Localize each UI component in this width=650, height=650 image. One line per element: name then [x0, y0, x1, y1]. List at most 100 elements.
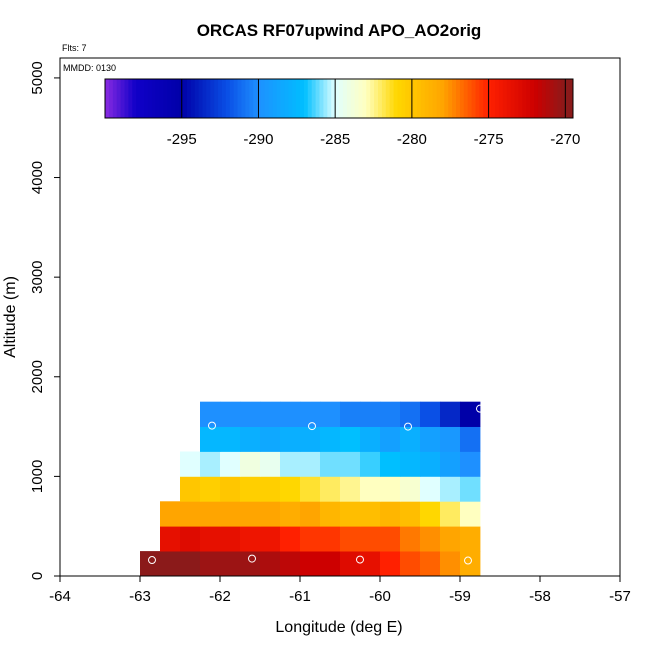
heatmap-cell	[340, 551, 361, 577]
heatmap-cell	[460, 401, 481, 427]
heatmap-cell	[420, 476, 441, 502]
colorbar-segment	[541, 79, 547, 118]
colorbar-segment	[456, 79, 461, 118]
colorbar-segment	[514, 79, 519, 118]
heatmap-cell	[260, 526, 281, 552]
heatmap-cell	[220, 551, 241, 577]
colorbar-segment	[393, 79, 398, 118]
colorbar-segment	[385, 79, 391, 118]
heatmap-cell	[300, 451, 321, 477]
colorbar-segment	[487, 79, 492, 118]
date-label: MMDD: 0130	[63, 63, 116, 73]
colorbar-segment	[237, 79, 242, 118]
colorbar-segment	[518, 79, 523, 118]
heatmap-cell	[280, 426, 301, 452]
heatmap-cell	[300, 401, 321, 427]
heatmap-cell	[220, 476, 241, 502]
colorbar-segment	[233, 79, 239, 118]
heatmap-cell	[200, 501, 221, 527]
colorbar-segment	[292, 79, 297, 118]
x-tick-label: -58	[529, 588, 551, 605]
colorbar-segment	[459, 79, 465, 118]
colorbar-segment	[186, 79, 192, 118]
heatmap-cell	[180, 501, 201, 527]
heatmap-cell	[300, 426, 321, 452]
colorbar-segment	[108, 79, 114, 118]
heatmap-cell	[340, 401, 361, 427]
heatmap-cell	[240, 476, 261, 502]
colorbar-segment	[510, 79, 515, 118]
heatmap-cell	[340, 426, 361, 452]
colorbar-segment	[206, 79, 211, 118]
colorbar-segment	[506, 79, 512, 118]
colorbar-segment	[444, 79, 449, 118]
colorbar-segment	[417, 79, 422, 118]
heatmap-cell	[360, 501, 381, 527]
heatmap-cell	[400, 426, 421, 452]
y-tick-label: 2000	[29, 360, 46, 393]
heatmap-cell	[340, 501, 361, 527]
heatmap-cell	[440, 476, 461, 502]
colorbar-tick-label: -275	[474, 131, 504, 148]
colorbar-segment	[378, 79, 383, 118]
colorbar-segment	[105, 79, 110, 118]
heatmap-cell	[280, 501, 301, 527]
heatmap-cell	[400, 401, 421, 427]
heatmap-cell	[320, 451, 341, 477]
heatmap-cell	[260, 476, 281, 502]
heatmap-cell	[340, 451, 361, 477]
heatmap-cell	[200, 476, 221, 502]
colorbar-segment	[202, 79, 207, 118]
colorbar-segment	[218, 79, 223, 118]
chart-title: ORCAS RF07upwind APO_AO2orig	[197, 21, 482, 40]
heatmap-cell	[320, 551, 341, 577]
colorbar-segment	[116, 79, 122, 118]
heatmap-cell	[240, 501, 261, 527]
y-tick-label: 1000	[29, 460, 46, 493]
colorbar-segment	[194, 79, 200, 118]
heatmap-cell	[200, 451, 221, 477]
y-tick-label: 3000	[29, 260, 46, 293]
heatmap-cell	[280, 476, 301, 502]
heatmap-cell	[360, 451, 381, 477]
heatmap-cell	[140, 551, 161, 577]
x-axis: -64 -63 -62 -61 -60 -59 -58 -57	[49, 576, 631, 605]
colorbar-segment	[315, 79, 320, 118]
colorbar-segment	[249, 79, 254, 118]
colorbar-segment	[335, 79, 340, 118]
colorbar-segment	[253, 79, 258, 118]
colorbar-segment	[479, 79, 484, 118]
heatmap-cell	[360, 476, 381, 502]
heatmap-cell	[240, 551, 261, 577]
heatmap-cell	[400, 476, 421, 502]
heatmap-cell	[220, 451, 241, 477]
heatmap-cell	[220, 526, 241, 552]
colorbar-segment	[144, 79, 149, 118]
colorbar-segment	[448, 79, 453, 118]
heatmap-cell	[460, 476, 481, 502]
colorbar-segment	[362, 79, 367, 118]
colorbar: -295 -290 -285 -280 -275 -270	[104, 78, 580, 148]
heatmap-cell	[280, 451, 301, 477]
colorbar-segment	[112, 79, 118, 118]
colorbar-segment	[155, 79, 161, 118]
colorbar-segment	[284, 79, 289, 118]
heatmap-cell	[440, 451, 461, 477]
colorbar-segment	[553, 79, 558, 118]
heatmap-cell	[300, 501, 321, 527]
colorbar-segment	[522, 79, 527, 118]
colorbar-segment	[561, 79, 566, 118]
colorbar-segment	[190, 79, 196, 118]
colorbar-segment	[327, 79, 332, 118]
heatmap-cell	[440, 501, 461, 527]
colorbar-segment	[159, 79, 164, 118]
heatmap-cell	[320, 401, 341, 427]
heatmap-cell	[180, 551, 201, 577]
x-tick-label: -59	[449, 588, 471, 605]
colorbar-segment	[303, 79, 309, 118]
colorbar-segment	[420, 79, 426, 118]
colorbar-segment	[413, 79, 418, 118]
heatmap-cell	[460, 426, 481, 452]
colorbar-segment	[432, 79, 437, 118]
colorbar-segment	[323, 79, 328, 118]
